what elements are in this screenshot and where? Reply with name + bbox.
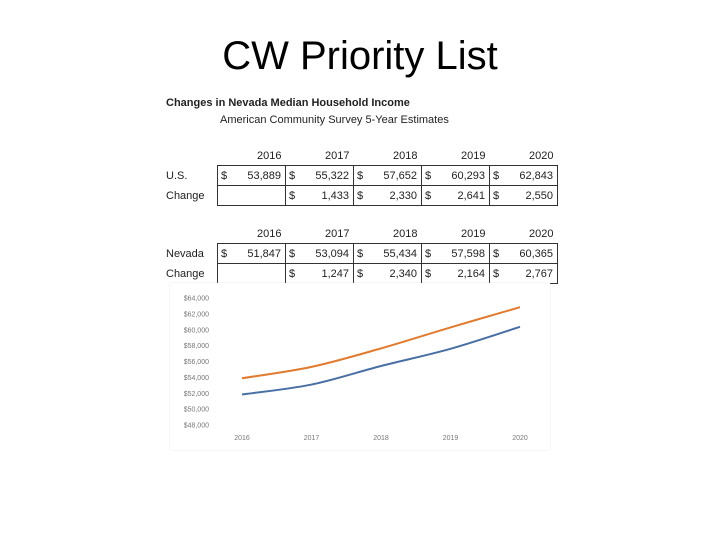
year-header: 2019 (461, 149, 486, 162)
change-value: 1,247 (302, 263, 354, 284)
change-value: 2,641 (438, 185, 490, 206)
x-tick-label: 2017 (304, 435, 320, 442)
currency-symbol: $ (353, 263, 370, 284)
currency-symbol: $ (285, 243, 302, 264)
currency-symbol: $ (489, 263, 506, 284)
year-header: 2017 (325, 149, 350, 162)
year-header: 2018 (393, 149, 418, 162)
income-line-chart: $48,000 $50,000 $52,000 $54,000 $56,000 $58,0… (170, 283, 550, 450)
income-value: 60,365 (506, 243, 558, 264)
income-value: 53,094 (302, 243, 354, 264)
y-tick-label: $62,000 (184, 311, 209, 318)
table-heading: Changes in Nevada Median Household Incom… (166, 97, 410, 109)
currency-symbol: $ (285, 165, 302, 186)
income-value: 60,293 (438, 165, 490, 186)
year-header: 2016 (257, 149, 282, 162)
income-value: 57,598 (438, 243, 490, 264)
currency-symbol: $ (489, 165, 506, 186)
year-header: 2018 (393, 227, 418, 240)
row-label: Change (166, 189, 205, 202)
currency-symbol: $ (353, 243, 370, 264)
year-header: 2019 (461, 227, 486, 240)
income-value: 53,889 (234, 165, 286, 186)
us-year-header-row: 2016 2017 2018 2019 2020 (163, 146, 558, 166)
y-tick-label: $52,000 (184, 391, 209, 398)
row-label: Change (166, 267, 205, 280)
currency-symbol: $ (489, 243, 506, 264)
income-value: 55,434 (370, 243, 422, 264)
x-tick-label: 2020 (512, 435, 528, 442)
x-tick-label: 2018 (373, 435, 389, 442)
table-subheading: American Community Survey 5-Year Estimat… (220, 114, 449, 126)
currency-symbol (217, 263, 234, 284)
currency-symbol: $ (285, 185, 302, 206)
year-header: 2017 (325, 227, 350, 240)
x-tick-label: 2019 (443, 435, 459, 442)
currency-symbol: $ (421, 243, 438, 264)
change-value: 1,433 (302, 185, 354, 206)
currency-symbol: $ (421, 263, 438, 284)
currency-symbol: $ (353, 185, 370, 206)
nevada-year-header-row: 2016 2017 2018 2019 2020 (163, 224, 558, 244)
series-line-1 (241, 325, 521, 396)
currency-symbol: $ (217, 243, 234, 264)
year-header: 2016 (257, 227, 282, 240)
us-income-row: U.S. $ 53,889 $ 55,322 $ 57,652 $ 60,293… (163, 165, 558, 186)
currency-symbol: $ (421, 165, 438, 186)
change-value: 2,550 (506, 185, 558, 206)
row-label: U.S. (166, 169, 188, 182)
row-label: Nevada (166, 247, 204, 260)
currency-symbol: $ (353, 165, 370, 186)
currency-symbol: $ (285, 263, 302, 284)
y-tick-label: $48,000 (184, 423, 209, 430)
y-tick-label: $50,000 (184, 407, 209, 414)
slide-title: CW Priority List (222, 34, 498, 78)
y-tick-label: $64,000 (184, 296, 209, 303)
change-value (234, 263, 286, 284)
us-income-table: 2016 2017 2018 2019 2020 U.S. $ 53,889 $… (163, 146, 558, 206)
y-tick-label: $54,000 (184, 375, 209, 382)
income-value: 51,847 (234, 243, 286, 264)
change-value: 2,340 (370, 263, 422, 284)
x-tick-label: 2016 (234, 435, 250, 442)
nevada-change-row: Change $ 1,247 $ 2,340 $ 2,164 $ 2,767 (163, 263, 558, 284)
currency-symbol: $ (421, 185, 438, 206)
year-header: 2020 (529, 227, 554, 240)
nevada-income-table: 2016 2017 2018 2019 2020 Nevada $ 51,847… (163, 224, 558, 284)
y-tick-label: $56,000 (184, 359, 209, 366)
us-change-row: Change $ 1,433 $ 2,330 $ 2,641 $ 2,550 (163, 185, 558, 206)
income-value: 55,322 (302, 165, 354, 186)
currency-symbol: $ (217, 165, 234, 186)
currency-symbol (217, 185, 234, 206)
y-tick-label: $60,000 (184, 327, 209, 334)
nevada-income-row: Nevada $ 51,847 $ 53,094 $ 55,434 $ 57,5… (163, 243, 558, 264)
chart-canvas: $48,000 $50,000 $52,000 $54,000 $56,000 $58,0… (184, 296, 528, 443)
change-value: 2,767 (506, 263, 558, 284)
y-tick-label: $58,000 (184, 343, 209, 350)
income-value: 57,652 (370, 165, 422, 186)
change-value: 2,164 (438, 263, 490, 284)
change-value (234, 185, 286, 206)
series-line-0 (241, 306, 521, 380)
currency-symbol: $ (489, 185, 506, 206)
income-value: 62,843 (506, 165, 558, 186)
year-header: 2020 (529, 149, 554, 162)
change-value: 2,330 (370, 185, 422, 206)
